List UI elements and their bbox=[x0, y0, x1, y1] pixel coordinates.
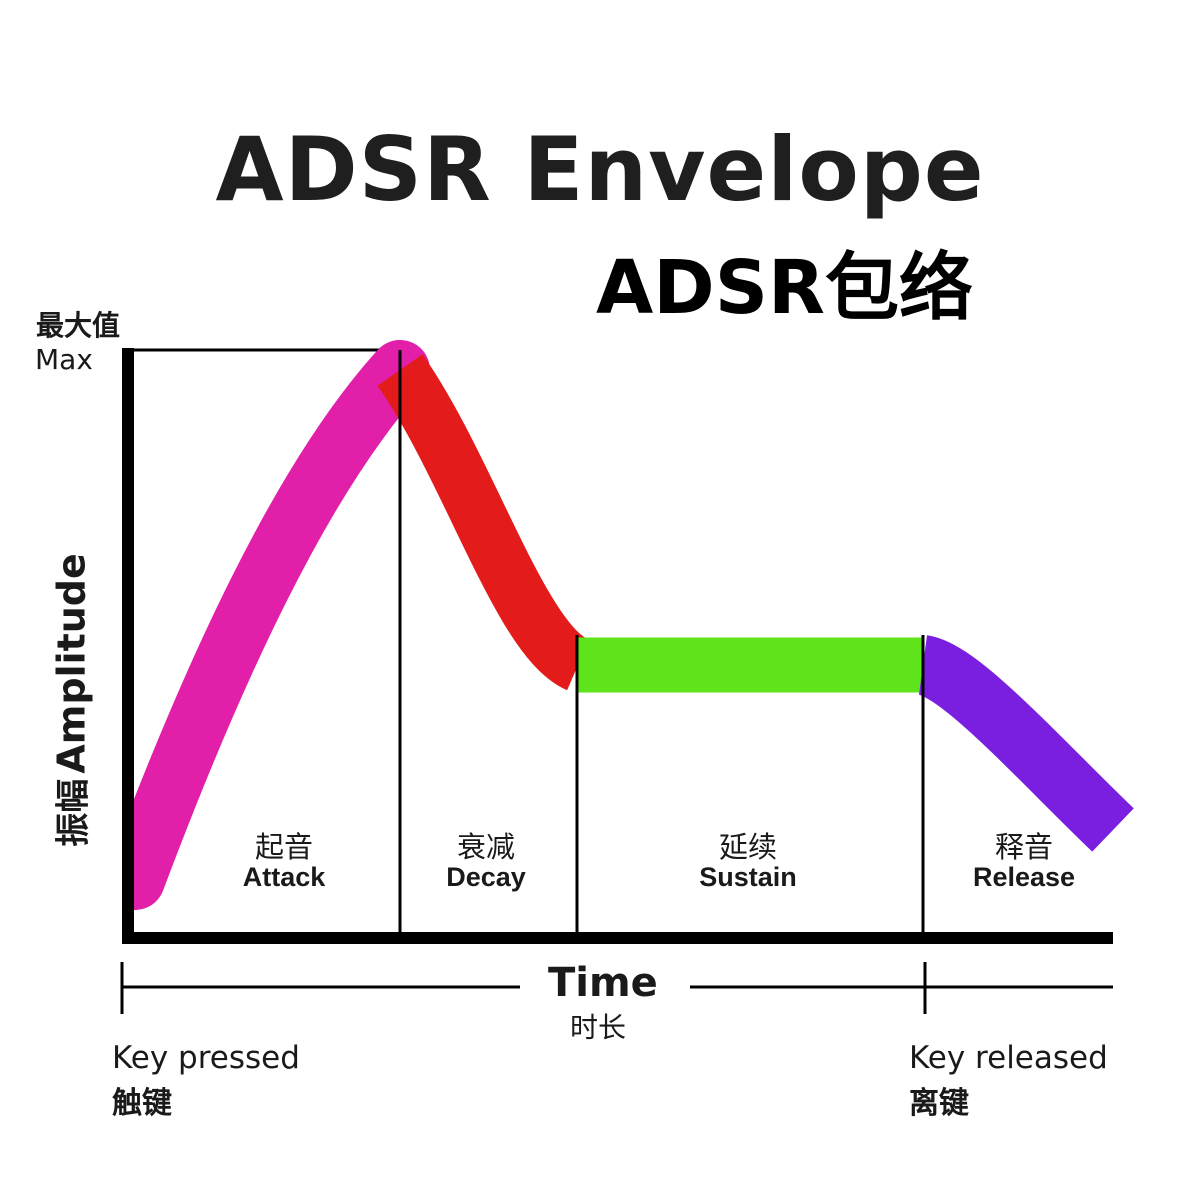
x-axis-label-en: Time bbox=[548, 960, 658, 1006]
phase-label-en: Sustain bbox=[699, 862, 797, 893]
y-axis-label: 振幅 Amplitude bbox=[46, 553, 95, 847]
y-max-en: Max bbox=[35, 343, 93, 376]
phase-label-en: Decay bbox=[446, 862, 526, 893]
decay-curve bbox=[377, 354, 592, 691]
release-curve bbox=[915, 635, 1134, 852]
key-pressed-en: Key pressed bbox=[112, 1040, 300, 1076]
y-axis-label-zh: 振幅 bbox=[53, 778, 94, 847]
phase-decay: 衰减 Decay bbox=[386, 833, 586, 892]
phase-label-en: Attack bbox=[242, 862, 326, 893]
key-released-zh: 离键 bbox=[909, 1086, 969, 1121]
x-axis-label-zh: 时长 bbox=[570, 1011, 627, 1044]
y-axis-label-en: Amplitude bbox=[49, 553, 94, 774]
diagram-title: ADSR Envelope bbox=[215, 118, 985, 221]
key-pressed-zh: 触键 bbox=[112, 1086, 172, 1121]
phase-label-zh: 衰减 bbox=[456, 832, 515, 864]
phase-label-zh: 延续 bbox=[718, 832, 777, 864]
diagram-subtitle: ADSR包络 bbox=[596, 245, 973, 331]
attack-curve bbox=[105, 340, 430, 910]
phase-release: 释音 Release bbox=[924, 833, 1124, 892]
phase-label-en: Release bbox=[972, 862, 1076, 893]
phase-sustain: 延续 Sustain bbox=[648, 833, 848, 892]
phase-label-zh: 起音 bbox=[254, 832, 313, 864]
y-max-zh: 最大值 bbox=[36, 309, 121, 342]
phase-attack: 起音 Attack bbox=[184, 833, 384, 892]
phase-label-zh: 释音 bbox=[994, 832, 1053, 864]
key-released-en: Key released bbox=[909, 1040, 1108, 1076]
